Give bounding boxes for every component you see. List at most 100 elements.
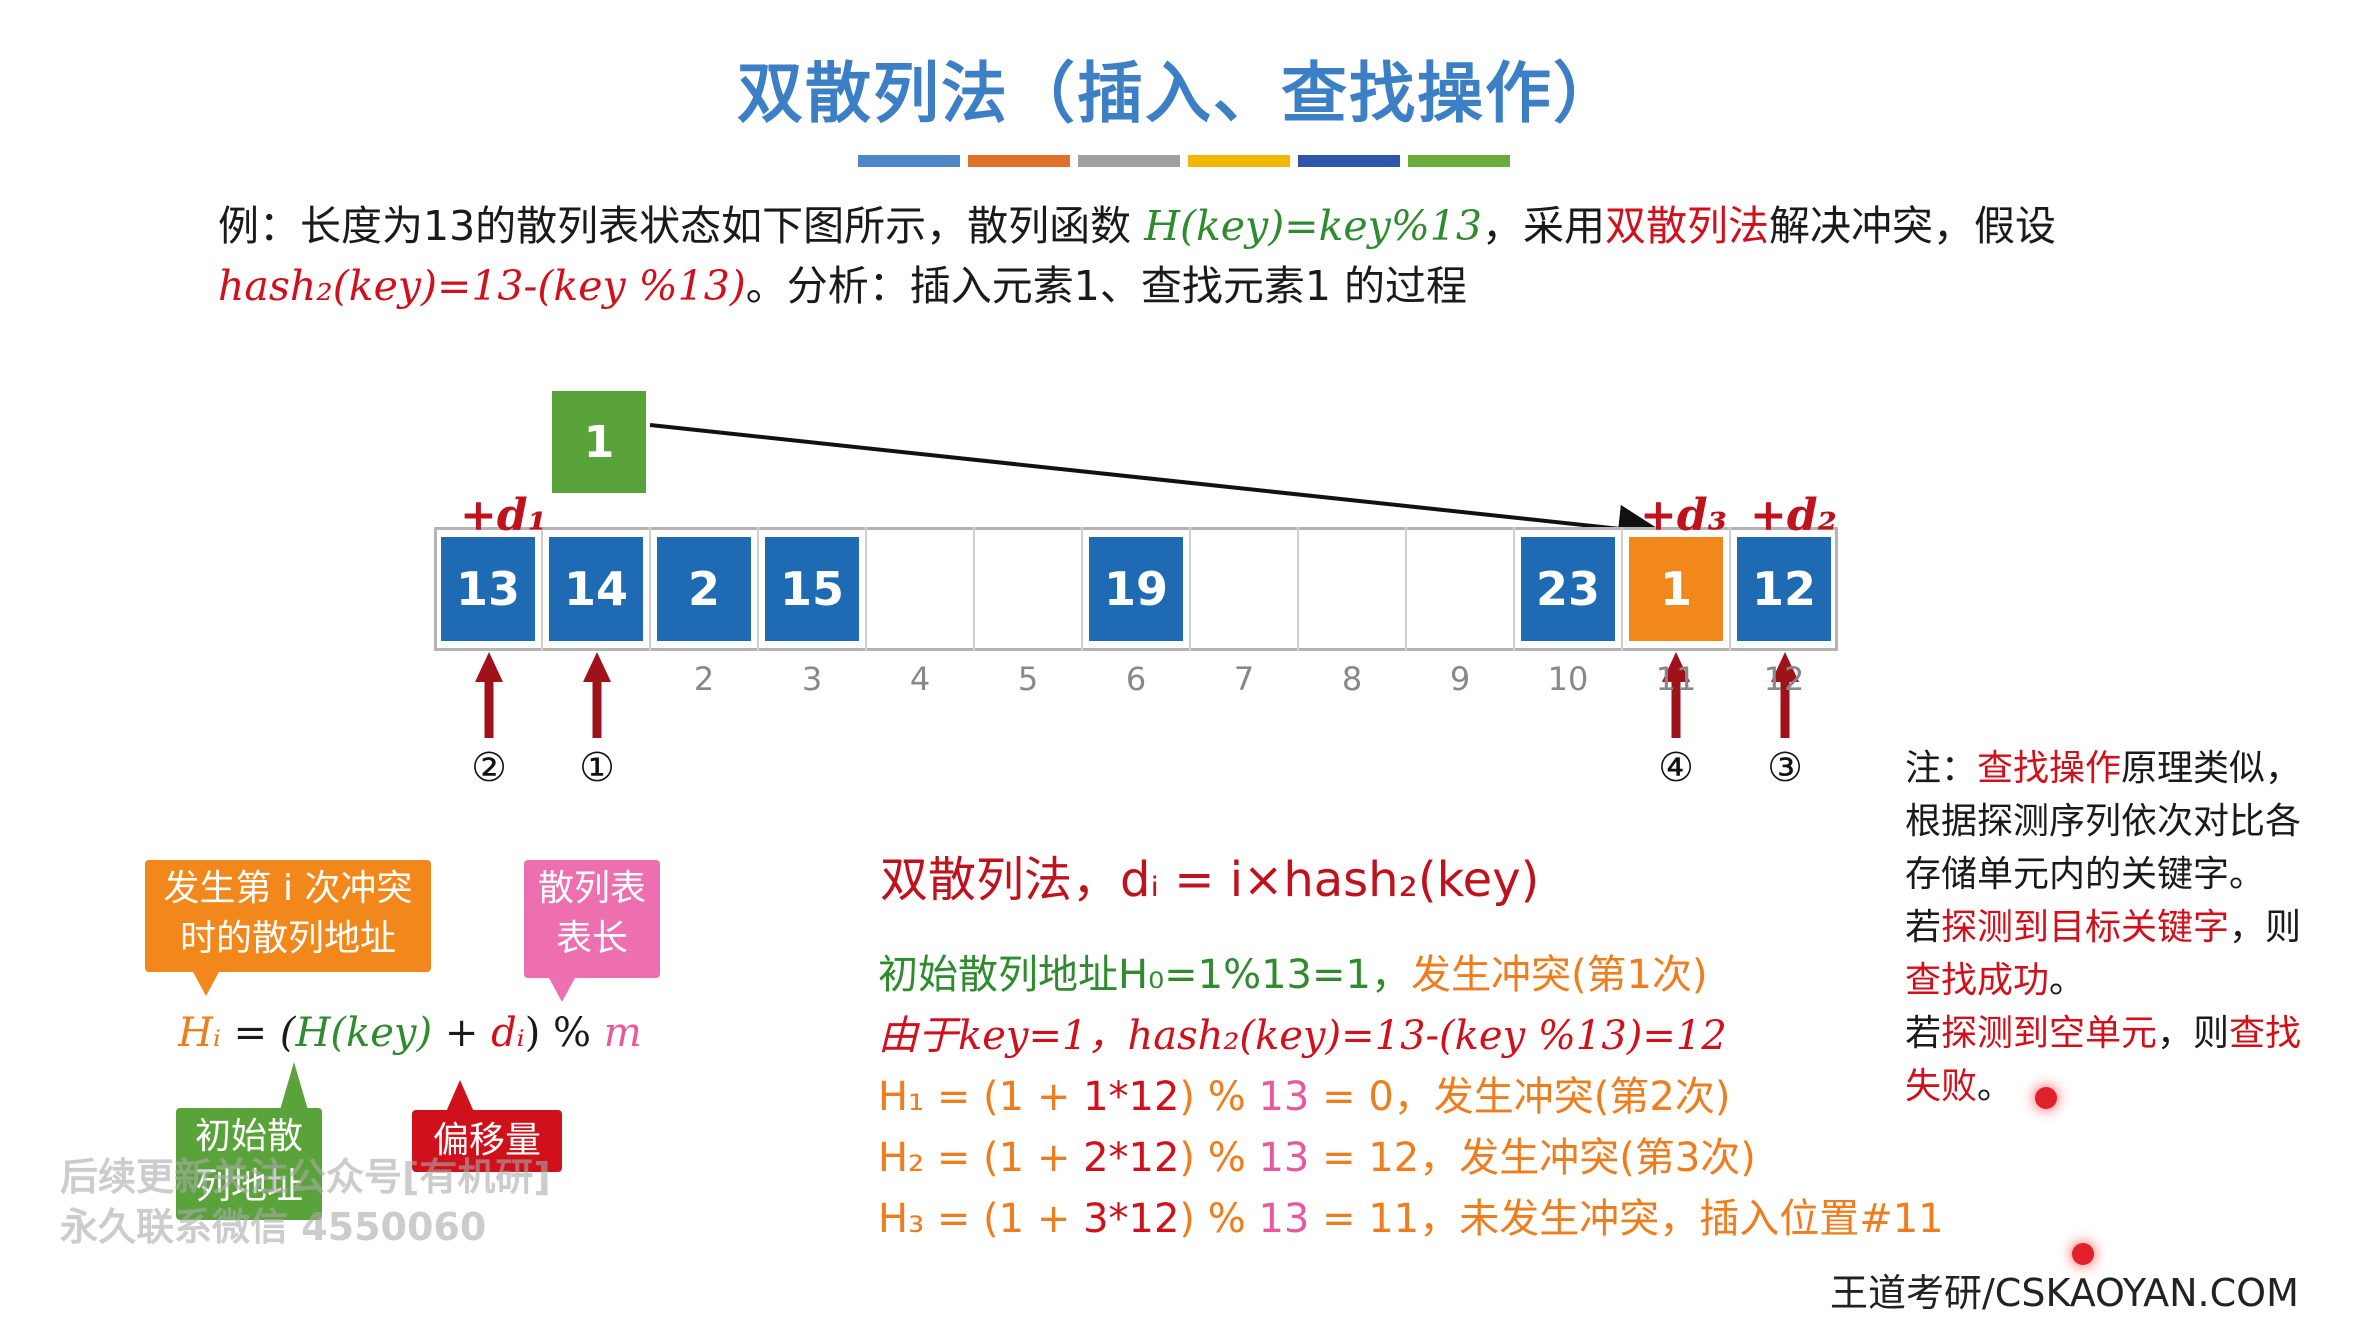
title-underline-stripes	[858, 155, 1510, 167]
offset-label-d1: +d₁	[460, 490, 547, 541]
offset-label-d3: +d₃	[1640, 490, 1727, 541]
table-cell-12: 12	[1737, 537, 1831, 641]
title-stripe	[1188, 155, 1290, 167]
brand-footer: 王道考研/CSKAOYAN.COM	[1830, 1271, 2299, 1315]
probe-mark-1: ①	[579, 745, 615, 791]
probe-arrow-4	[1662, 652, 1690, 738]
laser-pointer-dot	[2072, 1243, 2094, 1265]
step-2: 由于key=1，hash₂(key)=13-(key %13)=12	[878, 1013, 1727, 1059]
table-cell-divider	[757, 527, 759, 651]
table-cell-6: 19	[1089, 537, 1183, 641]
tag-collision-address: 发生第 i 次冲突时的散列地址	[145, 860, 431, 972]
formula-m: m	[603, 1010, 642, 1056]
page-title: 双散列法（插入、查找操作）	[737, 55, 1621, 132]
table-index-8: 8	[1341, 660, 1363, 698]
table-index-12: 12	[1763, 660, 1805, 698]
step-4-offset: 2*12	[1083, 1135, 1180, 1181]
table-index-3: 3	[801, 660, 823, 698]
table-cell-divider	[649, 527, 651, 651]
probe-mark-3: ③	[1767, 745, 1803, 791]
note-empty-cell: 探测到空单元	[1941, 1013, 2158, 1054]
intro-text-1: 例：长度为13的散列表状态如下图所示，散列函数	[218, 202, 1145, 250]
table-cell-divider	[1729, 527, 1731, 651]
title-stripe	[858, 155, 960, 167]
table-index-5: 5	[1017, 660, 1039, 698]
hash-function: H(key)=key%13	[1144, 202, 1482, 250]
title-stripe	[968, 155, 1070, 167]
table-cell-divider	[541, 527, 543, 651]
table-cell-1: 14	[549, 537, 643, 641]
table-cell-divider	[1513, 527, 1515, 651]
probe-arrow-2	[475, 652, 503, 738]
table-cell-0: 13	[441, 537, 535, 641]
formula-di: dᵢ	[491, 1010, 525, 1056]
step-3-result: 发生冲突(第2次)	[1433, 1074, 1731, 1120]
insert-arrow	[649, 423, 1666, 553]
note-lookup-op: 查找操作	[1977, 748, 2122, 789]
probe-arrow-1	[583, 652, 611, 738]
table-index-9: 9	[1449, 660, 1471, 698]
step-1-result: 发生冲突(第1次)	[1410, 952, 1708, 998]
table-index-7: 7	[1233, 660, 1255, 698]
note-period-1: 。	[2049, 960, 2086, 1001]
note-success: 查找成功	[1905, 960, 2050, 1001]
step-4-e: = 12，	[1309, 1135, 1460, 1181]
step-5-m: 13	[1258, 1196, 1310, 1242]
table-index-2: 2	[693, 660, 715, 698]
lookup-note: 注：查找操作原理类似，根据探测序列依次对比各存储单元内的关键字。 若探测到目标关…	[1905, 742, 2305, 1113]
table-cell-divider	[973, 527, 975, 651]
intro-text-4: 。分析：插入元素1、查找元素1 的过程	[745, 262, 1467, 310]
step-5-e: = 11，	[1309, 1196, 1460, 1242]
table-cell-divider	[1189, 527, 1191, 651]
table-cell-divider	[1081, 527, 1083, 651]
formula-hi: Hᵢ	[178, 1010, 221, 1056]
title-stripe	[1408, 155, 1510, 167]
step-5-offset: 3*12	[1083, 1196, 1180, 1242]
tag-pointer-initial	[280, 1062, 308, 1110]
problem-statement: 例：长度为13的散列表状态如下图所示，散列函数 H(key)=key%13，采用…	[218, 196, 2118, 316]
step-1: 初始散列地址H₀=1%13=1，发生冲突(第1次)	[878, 945, 1944, 1006]
formula-plus: +	[432, 1010, 492, 1056]
tag-table-length: 散列表表长	[524, 860, 660, 978]
step-4-c: ) %	[1179, 1135, 1259, 1181]
double-hash-method: 双散列法，dᵢ = i×hash₂(key)	[880, 852, 1540, 908]
note-period-2: 。	[1977, 1066, 2014, 1107]
step-5-c: ) %	[1179, 1196, 1259, 1242]
step-4: H₂ = (1 + 2*12) % 13 = 12，发生冲突(第3次)	[878, 1128, 1944, 1189]
step-3-e: = 0，	[1309, 1074, 1434, 1120]
tag-pointer-length	[548, 976, 576, 1002]
table-cell-11: 1	[1629, 537, 1723, 641]
table-cell-divider	[1621, 527, 1623, 651]
table-cell-2: 2	[657, 537, 751, 641]
step-5: H₃ = (1 + 3*12) % 13 = 11，未发生冲突，插入位置#11	[878, 1189, 1944, 1250]
table-cell-10: 23	[1521, 537, 1615, 641]
step-3-c: ) %	[1179, 1074, 1259, 1120]
new-element-box: 1	[552, 391, 646, 493]
table-cell-3: 15	[765, 537, 859, 641]
table-cell-divider	[1297, 527, 1299, 651]
formula-hkey: H(key)	[295, 1010, 433, 1056]
hash-formula: Hᵢ = (H(key) + dᵢ) % m	[178, 1010, 642, 1056]
laser-pointer-dot	[2035, 1087, 2057, 1109]
probe-arrow-3	[1771, 652, 1799, 738]
note-failure: 查找失败	[1905, 1013, 2302, 1107]
table-cell-divider	[1405, 527, 1407, 651]
note-if-2: 若	[1905, 1013, 1942, 1054]
table-cell-divider	[865, 527, 867, 651]
watermark-line-2: 永久联系微信 4550060	[60, 1205, 487, 1249]
hash2-function: hash₂(key)=13-(key %13)	[218, 262, 746, 310]
step-5-a: H₃ = (1 +	[878, 1196, 1084, 1242]
title-stripe	[1298, 155, 1400, 167]
step-3-m: 13	[1258, 1074, 1310, 1120]
formula-eq: = (	[220, 1010, 296, 1056]
note-then-1: ，则	[2229, 907, 2302, 948]
tag-pointer-offset	[446, 1080, 474, 1112]
method-name: 双散列法	[1604, 202, 1769, 250]
intro-text-3: 解决冲突，假设	[1768, 202, 2056, 250]
probe-mark-4: ④	[1658, 745, 1694, 791]
tag-pointer-collision	[192, 970, 220, 996]
derivation-steps: 初始散列地址H₀=1%13=1，发生冲突(第1次) 由于key=1，hash₂(…	[878, 945, 1944, 1250]
note-then-2: ，则	[2157, 1013, 2230, 1054]
step-3-a: H₁ = (1 +	[878, 1074, 1084, 1120]
